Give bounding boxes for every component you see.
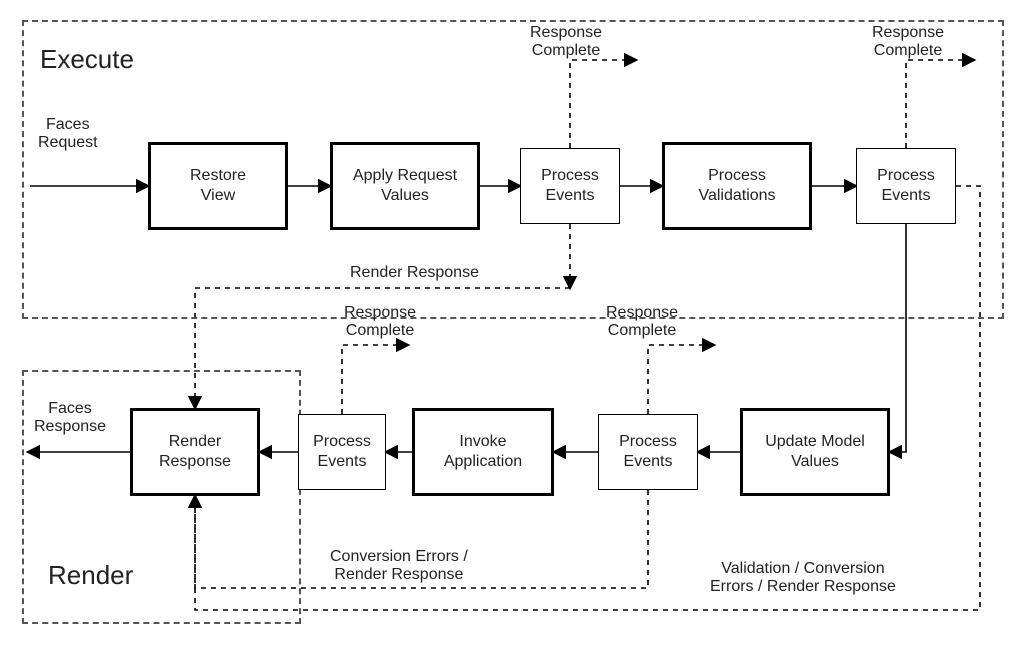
region-label-render: Render (48, 560, 133, 591)
diagram-stage: Execute Render RestoreView Apply RequestVal… (0, 0, 1015, 651)
edge-14 (342, 345, 408, 414)
label-4: Response Complete (606, 304, 678, 340)
node-pe3: ProcessEvents (598, 414, 698, 490)
label-7: Conversion Errors / Render Response (330, 548, 468, 584)
node-pe2: ProcessEvents (856, 148, 956, 224)
region-label-execute: Execute (40, 44, 134, 75)
label-8: Validation / Conversion Errors / Render … (710, 560, 896, 596)
node-renderR: RenderResponse (130, 408, 260, 496)
label-0: Faces Request (38, 116, 98, 152)
edge-13 (648, 345, 714, 414)
label-5: Response Complete (344, 304, 416, 340)
node-invoke: InvokeApplication (412, 408, 554, 496)
node-pe4: ProcessEvents (298, 414, 386, 490)
node-pe1: ProcessEvents (520, 148, 620, 224)
node-apply: Apply RequestValues (330, 142, 480, 230)
label-2: Response Complete (530, 24, 602, 60)
node-validate: ProcessValidations (662, 142, 812, 230)
label-3: Response Complete (872, 24, 944, 60)
label-6: Render Response (350, 264, 479, 282)
node-update: Update ModelValues (740, 408, 890, 496)
label-1: Faces Response (34, 400, 106, 436)
node-restore: RestoreView (148, 142, 288, 230)
